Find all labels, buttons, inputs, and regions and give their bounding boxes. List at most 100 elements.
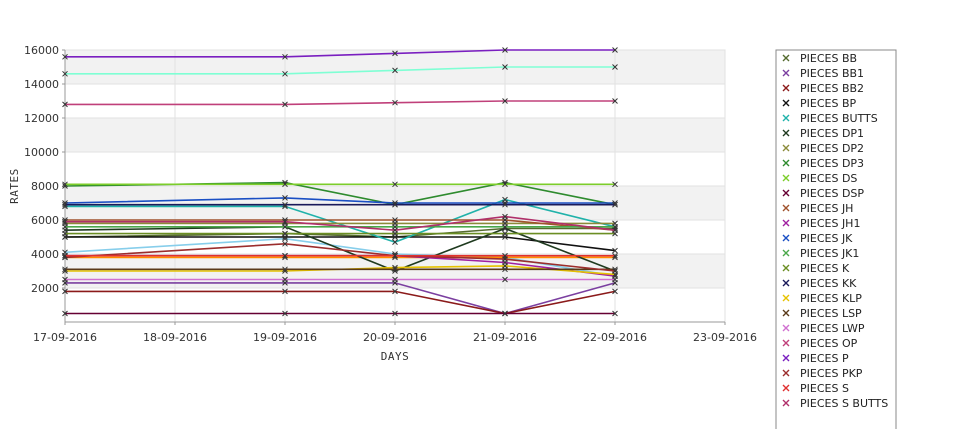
- data-point-marker: [502, 98, 508, 104]
- data-point-marker: [612, 276, 618, 283]
- x-tick-label: 19-09-2016: [253, 331, 317, 344]
- data-point-marker: [502, 64, 508, 70]
- y-tick-label: 8000: [31, 180, 59, 193]
- data-point-marker: [502, 230, 508, 237]
- data-point-marker: [282, 101, 288, 108]
- legend-item: PIECES PKP: [782, 367, 863, 380]
- data-point-marker: [62, 276, 68, 283]
- data-point-marker: [62, 201, 68, 208]
- legend-item: PIECES DS: [782, 172, 857, 185]
- data-point-marker: [392, 252, 398, 259]
- legend-item: PIECES K: [782, 262, 850, 275]
- data-point-marker: [62, 230, 68, 237]
- legend-label: PIECES S BUTTS: [800, 397, 888, 410]
- y-tick-label: 14000: [24, 78, 59, 91]
- data-point-marker: [502, 252, 508, 259]
- legend-item: PIECES DP2: [782, 142, 864, 155]
- legend-marker-icon: [782, 339, 790, 347]
- data-point-marker: [282, 53, 288, 60]
- legend-label: PIECES DP2: [800, 142, 864, 155]
- legend-label: PIECES LWP: [800, 322, 865, 335]
- legend-marker-icon: [782, 84, 790, 92]
- data-point-marker: [62, 218, 68, 225]
- data-point-marker: [612, 64, 618, 70]
- data-point-marker: [612, 310, 618, 317]
- legend: PIECES BB PIECES BB1 PIECES BB2 PIECES BP PI…: [775, 49, 897, 429]
- series-pieces-lsp: [62, 266, 618, 273]
- legend-item: PIECES KK: [782, 277, 857, 290]
- legend-item: PIECES JK1: [782, 247, 859, 260]
- legend-marker-icon: [782, 309, 790, 317]
- legend-item: PIECES P: [782, 352, 849, 365]
- legend-item: PIECES JH1: [782, 217, 860, 230]
- x-axis-title: DAYS: [381, 350, 410, 363]
- data-point-marker: [502, 47, 508, 53]
- series-line: [65, 100, 615, 106]
- legend-item: PIECES OP: [782, 337, 858, 350]
- data-point-marker: [612, 181, 618, 188]
- data-point-marker: [62, 223, 68, 230]
- legend-marker-icon: [782, 144, 790, 152]
- legend-label: PIECES S: [800, 382, 849, 395]
- data-point-marker: [282, 181, 288, 188]
- x-tick-label: 20-09-2016: [363, 331, 427, 344]
- x-tick-label: 17-09-2016: [33, 331, 97, 344]
- data-point-marker: [282, 276, 288, 283]
- series-pieces-dsp: [62, 310, 618, 317]
- legend-item: PIECES LSP: [782, 307, 862, 320]
- series-pieces-bb2: [62, 288, 618, 317]
- legend-marker-icon: [782, 324, 790, 332]
- series-pieces-s: [62, 252, 618, 259]
- legend-marker-icon: [782, 384, 790, 392]
- series-pieces-op: [62, 98, 618, 108]
- legend-marker-icon: [782, 204, 790, 212]
- legend-label: PIECES KK: [800, 277, 857, 290]
- legend-marker-icon: [782, 234, 790, 242]
- legend-label: PIECES BUTTS: [800, 112, 878, 125]
- series-pieces-k: [62, 230, 618, 237]
- legend-marker-icon: [782, 294, 790, 302]
- legend-item: PIECES BB2: [782, 82, 864, 95]
- legend-label: PIECES JH1: [800, 217, 860, 230]
- series-line: [65, 290, 616, 315]
- legend-label: PIECES DS: [800, 172, 857, 185]
- y-tick-label: 6000: [31, 214, 59, 227]
- data-point-marker: [612, 252, 618, 259]
- series-pieces-kk: [62, 201, 618, 208]
- data-point-marker: [392, 239, 398, 245]
- legend-item: PIECES DP3: [782, 157, 864, 170]
- data-point-marker: [612, 98, 618, 104]
- series-pieces-s-butts: [62, 213, 618, 234]
- data-point-marker: [502, 310, 508, 317]
- data-point-marker: [502, 201, 508, 208]
- legend-marker-icon: [782, 99, 790, 107]
- legend-item: PIECES BP: [782, 97, 856, 110]
- legend-item: PIECES KLP: [782, 292, 862, 305]
- data-point-marker: [282, 288, 288, 295]
- x-axis: 17-09-2016 18-09-2016 19-09-2016 20-09-2016…: [33, 321, 757, 344]
- legend-label: PIECES BP: [800, 97, 856, 110]
- legend-label: PIECES BB2: [800, 82, 864, 95]
- y-tick-label: 2000: [31, 282, 59, 295]
- data-point-marker: [282, 252, 288, 259]
- data-point-marker: [502, 276, 508, 283]
- legend-marker-icon: [782, 189, 790, 197]
- legend-label: PIECES BB1: [800, 67, 864, 80]
- y-axis-title: RATES: [8, 168, 21, 204]
- data-point-marker: [282, 70, 288, 77]
- legend-label: PIECES LSP: [800, 307, 862, 320]
- data-point-marker: [612, 47, 618, 53]
- data-point-marker: [392, 67, 398, 74]
- legend-label: PIECES PKP: [800, 367, 863, 380]
- data-point-marker: [392, 50, 398, 57]
- legend-box: [775, 49, 897, 429]
- data-point-marker: [392, 217, 398, 223]
- legend-marker-icon: [782, 174, 790, 182]
- data-point-marker: [282, 195, 288, 201]
- data-point-marker: [62, 101, 68, 108]
- data-point-marker: [392, 201, 398, 208]
- legend-marker-icon: [782, 279, 790, 287]
- legend-item: PIECES BB1: [782, 67, 864, 80]
- legend-label: PIECES JK1: [800, 247, 859, 260]
- data-point-marker: [282, 230, 288, 237]
